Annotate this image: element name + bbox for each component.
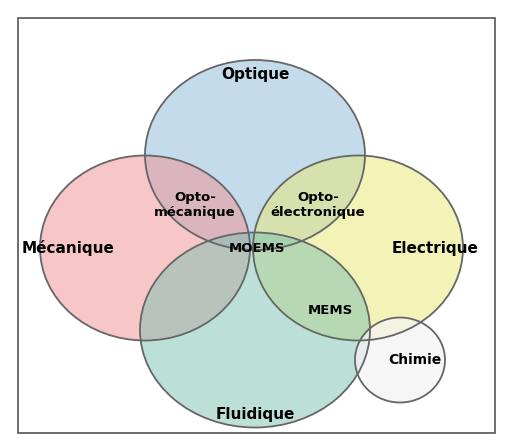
Text: Opto-
mécanique: Opto- mécanique xyxy=(154,191,236,219)
Text: MOEMS: MOEMS xyxy=(229,241,285,254)
Text: MEMS: MEMS xyxy=(307,303,352,316)
Ellipse shape xyxy=(140,233,370,427)
Text: Opto-
électronique: Opto- électronique xyxy=(271,191,365,219)
Ellipse shape xyxy=(145,60,365,250)
Ellipse shape xyxy=(253,155,463,340)
Ellipse shape xyxy=(40,155,250,340)
Text: Optique: Optique xyxy=(221,68,289,82)
Text: Fluidique: Fluidique xyxy=(215,408,294,422)
Text: Electrique: Electrique xyxy=(391,241,479,255)
Text: Mécanique: Mécanique xyxy=(22,240,114,256)
Ellipse shape xyxy=(355,318,445,402)
Text: Chimie: Chimie xyxy=(388,353,442,367)
